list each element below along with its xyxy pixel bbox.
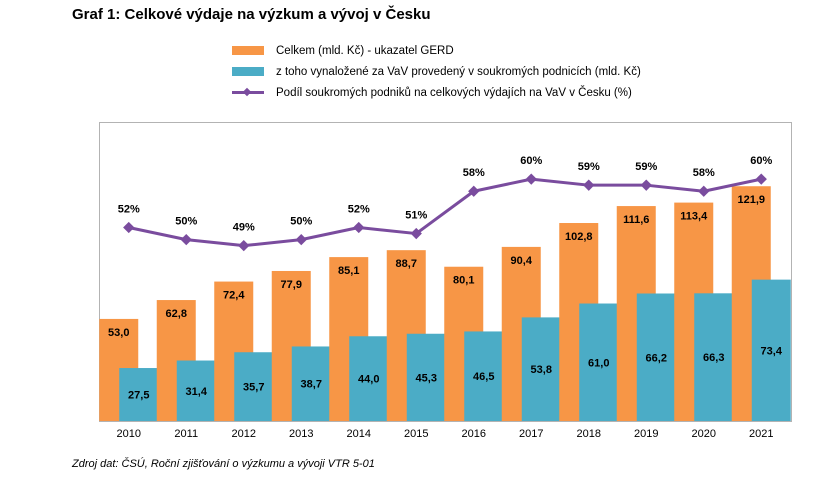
label-total-2015: 88,7: [396, 258, 417, 270]
label-share-2021: 60%: [750, 155, 772, 167]
label-total-2016: 80,1: [453, 275, 474, 287]
share-line: [128, 177, 762, 248]
bar-business-2019: [636, 293, 676, 421]
label-business-2016: 46,5: [473, 371, 494, 383]
label-share-2016: 58%: [463, 167, 485, 179]
bar-business-2016: [464, 331, 504, 421]
label-business-2015: 45,3: [416, 372, 437, 384]
label-total-2019: 111,6: [623, 214, 649, 226]
bar-business-2020: [694, 293, 734, 421]
label-share-2017: 60%: [520, 155, 542, 167]
label-business-2019: 66,2: [646, 352, 667, 364]
label-total-2012: 72,4: [223, 290, 245, 302]
legend-item-gerd: Celkem (mld. Kč) - ukazatel GERD: [232, 40, 641, 61]
share-point-2019: [640, 179, 652, 191]
x-tick-2020: 2020: [692, 428, 716, 440]
legend-swatch-teal: [232, 67, 264, 76]
label-business-2012: 35,7: [243, 382, 264, 394]
x-tick-2018: 2018: [577, 428, 601, 440]
share-point-2015: [410, 227, 422, 240]
label-total-2014: 85,1: [338, 265, 359, 277]
label-share-2015: 51%: [405, 210, 427, 222]
bar-business-2021: [751, 279, 791, 421]
share-point-2011: [180, 233, 192, 246]
label-business-2013: 38,7: [301, 379, 322, 391]
share-point-2021: [755, 173, 767, 185]
bar-business-2011: [176, 360, 216, 421]
share-point-2018: [583, 179, 595, 191]
bar-business-2018: [579, 303, 619, 421]
x-tick-2014: 2014: [347, 428, 371, 440]
label-share-2013: 50%: [290, 216, 312, 228]
label-share-2011: 50%: [175, 216, 197, 228]
legend: Celkem (mld. Kč) - ukazatel GERD z toho …: [232, 40, 641, 103]
share-point-2020: [698, 185, 710, 197]
legend-label-gerd: Celkem (mld. Kč) - ukazatel GERD: [276, 44, 454, 57]
label-business-2010: 27,5: [128, 390, 149, 402]
x-tick-2012: 2012: [232, 428, 256, 440]
label-business-2017: 53,8: [531, 364, 552, 376]
bar-business-2014: [349, 336, 389, 421]
x-tick-2013: 2013: [289, 428, 313, 440]
label-total-2013: 77,9: [281, 279, 302, 291]
x-tick-2010: 2010: [117, 428, 141, 440]
label-total-2011: 62,8: [166, 308, 187, 320]
bar-business-2012: [234, 352, 274, 421]
share-point-2012: [238, 239, 250, 252]
legend-item-business: z toho vynaložené za VaV provedený v sou…: [232, 61, 641, 82]
label-share-2020: 58%: [693, 167, 715, 179]
bar-business-2017: [521, 317, 561, 421]
plot-frame: [99, 122, 792, 422]
x-tick-2015: 2015: [404, 428, 428, 440]
share-point-2010: [123, 221, 135, 234]
label-business-2014: 44,0: [358, 374, 379, 386]
share-point-2013: [295, 233, 307, 246]
label-share-2019: 59%: [635, 161, 657, 173]
label-business-2011: 31,4: [186, 386, 208, 398]
label-total-2010: 53,0: [108, 327, 129, 339]
bar-business-2010: [119, 368, 159, 421]
x-tick-2021: 2021: [749, 428, 773, 440]
label-share-2014: 52%: [348, 204, 370, 216]
label-total-2021: 121,9: [737, 194, 765, 206]
label-share-2010: 52%: [118, 204, 140, 216]
share-point-2014: [353, 221, 365, 234]
bar-business-2015: [406, 333, 446, 421]
label-total-2018: 102,8: [565, 231, 593, 243]
legend-item-share: Podíl soukromých podniků na celkových vý…: [232, 82, 641, 103]
source-note: Zdroj dat: ČSÚ, Roční zjišťování o výzku…: [72, 458, 375, 470]
x-tick-2019: 2019: [634, 428, 658, 440]
share-point-2016: [468, 185, 480, 197]
label-total-2017: 90,4: [511, 255, 533, 267]
x-tick-2016: 2016: [462, 428, 486, 440]
label-business-2020: 66,3: [703, 352, 724, 364]
bar-business-2013: [291, 346, 331, 421]
share-point-2017: [525, 173, 537, 185]
label-share-2018: 59%: [578, 161, 600, 173]
legend-label-business: z toho vynaložené za VaV provedený v sou…: [276, 65, 641, 78]
label-business-2018: 61,0: [588, 357, 609, 369]
x-tick-2017: 2017: [519, 428, 543, 440]
label-share-2012: 49%: [233, 222, 255, 234]
chart-title: Graf 1: Celkové výdaje na výzkum a vývoj…: [72, 6, 431, 23]
label-total-2020: 113,4: [680, 211, 708, 223]
legend-marker-line: [232, 88, 264, 97]
legend-label-share: Podíl soukromých podniků na celkových vý…: [276, 86, 632, 99]
legend-swatch-orange: [232, 46, 264, 55]
label-business-2021: 73,4: [761, 345, 783, 357]
x-tick-2011: 2011: [174, 428, 198, 440]
